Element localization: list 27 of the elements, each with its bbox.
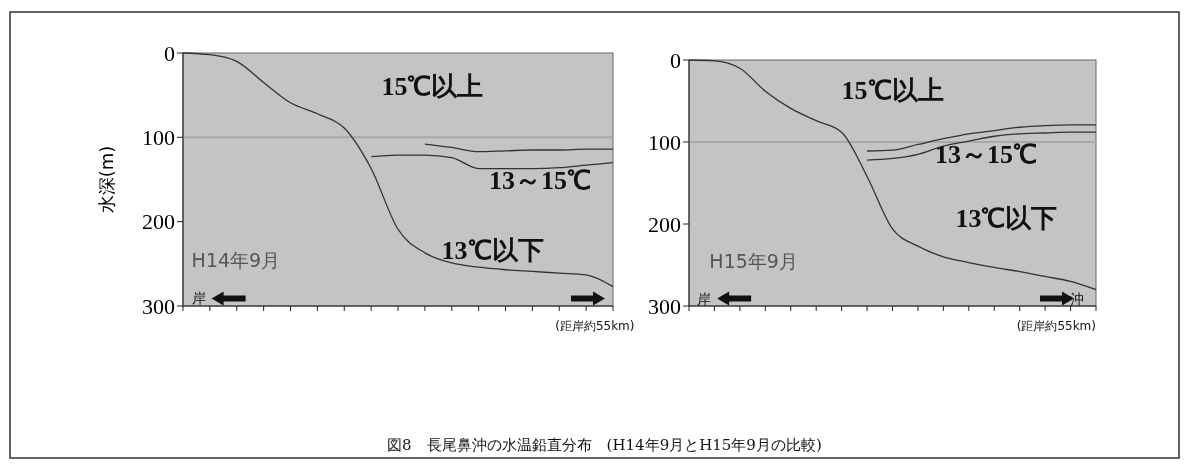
y-tick-label: 100 xyxy=(648,129,681,155)
annotation: 13～15℃ xyxy=(488,165,591,195)
y-tick-label: 0 xyxy=(164,40,175,66)
annotation: 13～15℃ xyxy=(935,139,1038,169)
y-axis-title: 水深(m) xyxy=(96,145,117,214)
text: (距岸約55km) xyxy=(1016,318,1096,333)
annotation: H15年9月 xyxy=(709,250,798,273)
y-tick-label: 300 xyxy=(142,293,175,319)
line-series xyxy=(688,59,1097,291)
y-tick-label: 200 xyxy=(648,211,681,237)
annotation: 岸 xyxy=(191,290,206,307)
y-tick-label: 100 xyxy=(142,125,175,151)
line-series xyxy=(182,52,614,288)
caption: 図8 長尾鼻沖の水温鉛直分布 (H14年9月とH15年9月の比較) xyxy=(387,436,822,455)
y-tick-label: 300 xyxy=(648,293,681,319)
annotation: 沖 xyxy=(1069,290,1084,307)
annotation: 13℃以下 xyxy=(441,236,544,266)
line-series xyxy=(370,154,614,170)
y-tick-label: 200 xyxy=(142,209,175,235)
annotation: 岸 xyxy=(697,290,712,307)
annotation: 15℃以上 xyxy=(381,71,484,101)
y-tick-label: 0 xyxy=(670,47,681,73)
annotation: 15℃以上 xyxy=(841,75,944,105)
annotation: H14年9月 xyxy=(191,249,281,272)
line-series xyxy=(424,143,614,153)
annotation: 13℃以下 xyxy=(955,203,1058,233)
text: (距岸約55km) xyxy=(555,319,635,334)
